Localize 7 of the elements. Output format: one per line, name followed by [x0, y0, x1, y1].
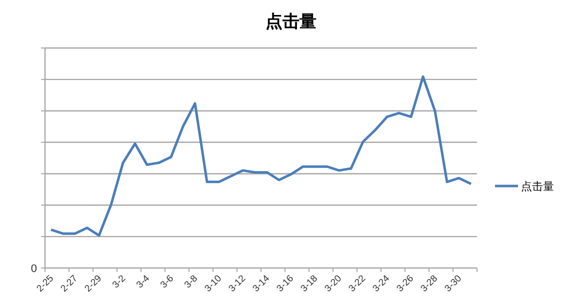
- legend-label: 点击量: [521, 180, 554, 193]
- x-tick-label: 3-4: [134, 273, 152, 291]
- x-tick-label: 3-8: [182, 273, 200, 291]
- chart-title: 点击量: [266, 12, 316, 31]
- text: 0: [30, 263, 37, 275]
- x-tick-label: 3-2: [110, 273, 128, 291]
- x-tick-label: 3-6: [158, 273, 176, 291]
